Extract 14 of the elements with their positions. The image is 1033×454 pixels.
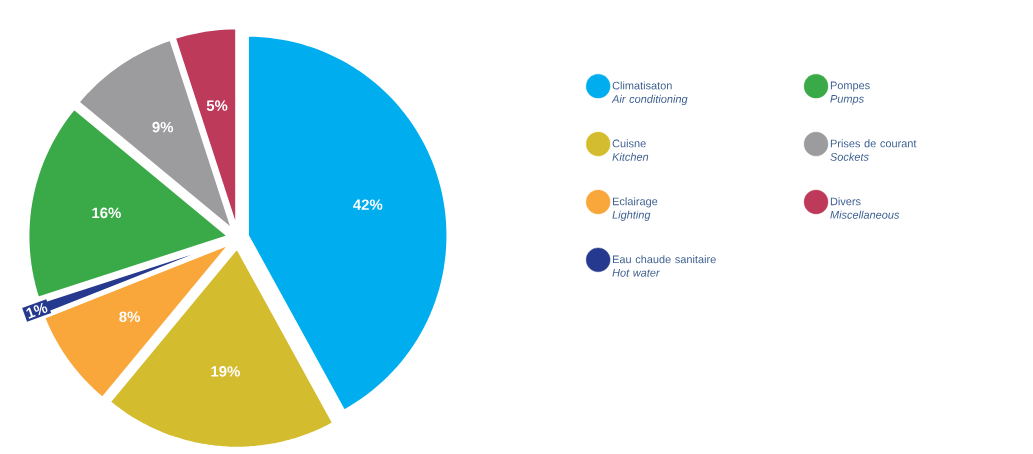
data-label: 16% — [92, 207, 121, 219]
data-label: 1% — [26, 302, 48, 319]
data-label: 8% — [119, 311, 140, 323]
legend-label: Eclairage Lighting — [612, 197, 658, 221]
legend-label: Cuisne Kitchen — [612, 139, 649, 161]
legend-label: Prises de courant Sockets — [830, 139, 917, 161]
legend-label: Climatisaton Air conditioning — [611, 81, 688, 106]
legend-label: Pompes Pumps — [830, 81, 870, 105]
data-label: 19% — [211, 366, 240, 377]
data-label: 42% — [353, 199, 383, 210]
legend-label: Divers Miscellaneous — [830, 197, 900, 219]
data-label: 9% — [152, 121, 174, 133]
legend-label: Eau chaude sanitaire Hot water — [612, 255, 716, 277]
data-label: 5% — [206, 100, 228, 111]
